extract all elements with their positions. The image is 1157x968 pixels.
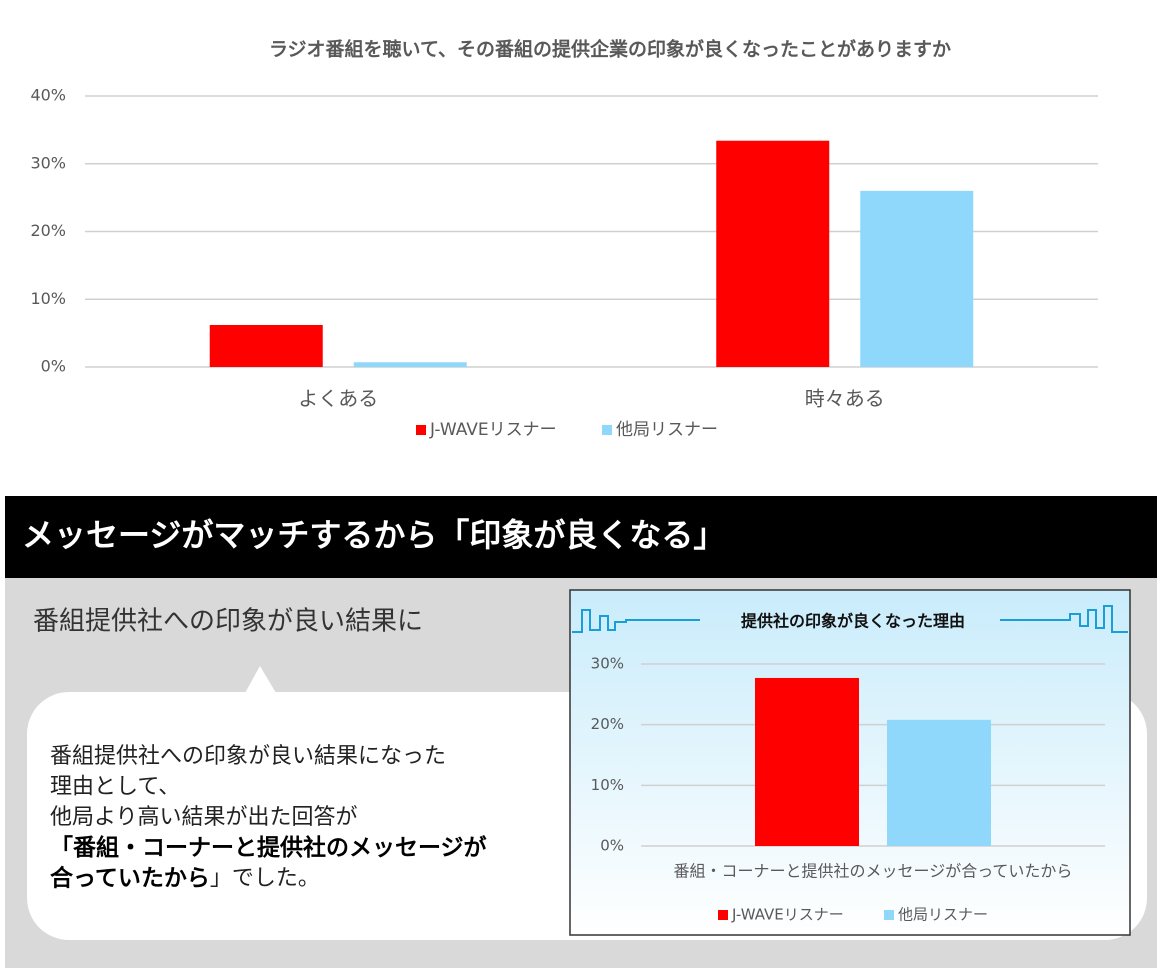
bar	[860, 190, 974, 367]
legend-label: 他局リスナー	[616, 420, 718, 440]
chart-2: 0% 10% 20% 30% 番組・コーナーと提供社のメッセージが合っていたから J-WA…	[591, 655, 1105, 924]
bar	[887, 719, 991, 846]
y-tick-label: 0%	[41, 357, 66, 376]
callout-pointer	[245, 666, 276, 693]
x-tick-label: 番組・コーナーと提供社のメッセージが合っていたから	[674, 862, 1073, 881]
bar	[209, 324, 323, 367]
legend-swatch	[602, 425, 612, 435]
legend-label: J-WAVEリスナー	[429, 420, 557, 440]
decoration	[572, 609, 700, 633]
legend-swatch	[884, 910, 894, 920]
decoration	[1000, 605, 1128, 633]
banner-text: メッセージがマッチするから「印象が良くなる」	[22, 516, 725, 554]
y-tick-label: 30%	[30, 153, 66, 172]
legend-swatch	[718, 910, 728, 920]
y-tick-label: 0%	[600, 837, 624, 855]
x-tick-label: よくある	[298, 387, 378, 411]
y-tick-label: 10%	[591, 776, 624, 794]
legend-label: J-WAVEリスナー	[731, 906, 844, 924]
heading: 番組提供社への印象が良い結果に	[33, 607, 423, 637]
bar	[353, 362, 467, 367]
y-tick-label: 20%	[30, 221, 66, 240]
y-tick-label: 10%	[30, 289, 66, 308]
banner	[5, 496, 1157, 578]
y-tick-label: 30%	[591, 655, 624, 673]
chart-1: 0% 10% 20% 30% 40% よくある 時々ある J-WAVEリスナー 他局リスナー	[30, 86, 1098, 440]
callout-ending: 」でした。	[210, 866, 320, 891]
bar	[716, 140, 830, 367]
callout-line: 他局より高い結果が出た回答が	[50, 805, 358, 830]
callout-line: 番組提供社への印象が良い結果になった	[50, 744, 446, 769]
bar	[755, 677, 859, 846]
chart-title: ラジオ番組を聴いて、その番組の提供企業の印象が良くなったことがありますか	[269, 38, 951, 61]
callout-text: 番組提供社への印象が良い結果になった理由として、他局より高い結果が出た回答が「番…	[50, 744, 487, 892]
callout-emphasis: 「番組・コーナーと提供社のメッセージが	[50, 834, 487, 861]
legend-label: 他局リスナー	[898, 906, 988, 924]
chart-title: 提供社の印象が良くなった理由	[741, 612, 965, 631]
y-tick-label: 40%	[30, 86, 66, 105]
callout-emphasis: 合っていたから	[50, 865, 210, 892]
legend-swatch	[416, 425, 426, 435]
callout-line: 理由として、	[50, 775, 180, 800]
y-tick-label: 20%	[591, 715, 624, 733]
x-tick-label: 時々ある	[805, 387, 885, 411]
